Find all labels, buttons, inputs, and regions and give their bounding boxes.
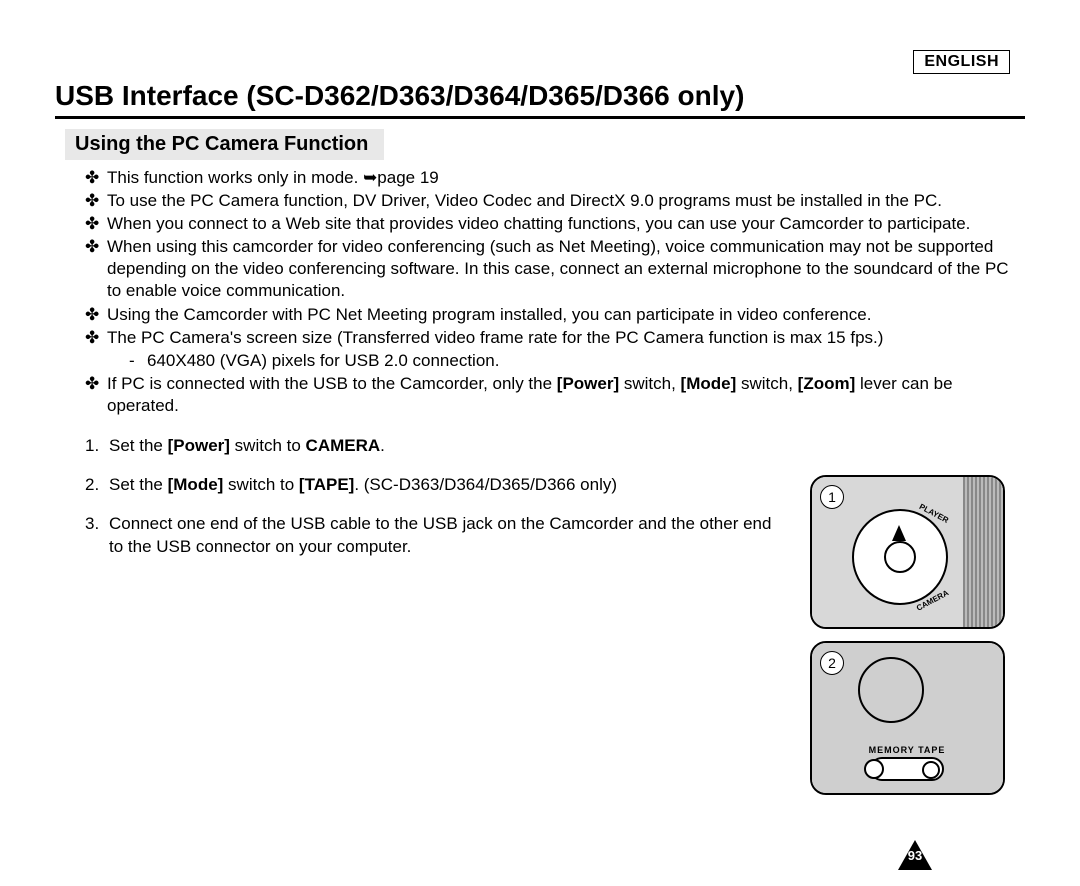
bullet-text: If PC is connected with the USB to the C…	[107, 373, 1025, 417]
bullet-text: When you connect to a Web site that prov…	[107, 213, 1025, 235]
step-item: 3.Connect one end of the USB cable to th…	[85, 513, 785, 559]
bullet-mark-icon: ✤	[85, 373, 107, 417]
figure-1: PLAYER CAMERA 1	[810, 475, 1005, 629]
bullet-text: Using the Camcorder with PC Net Meeting …	[107, 304, 1025, 326]
step-number: 3.	[85, 513, 109, 559]
page-number-marker: 93	[898, 840, 932, 870]
bullet-mark-icon: ✤	[85, 190, 107, 212]
page-title: USB Interface (SC-D362/D363/D364/D365/D3…	[55, 80, 1025, 119]
figure-column: PLAYER CAMERA 1 MEMORY TAPE 2	[810, 475, 1005, 807]
mode-slider-label: MEMORY TAPE	[848, 745, 966, 755]
figure-2: MEMORY TAPE 2	[810, 641, 1005, 795]
bullet-text: The PC Camera's screen size (Transferred…	[107, 327, 1025, 349]
step-text: Connect one end of the USB cable to the …	[109, 513, 785, 559]
step-number: 1.	[85, 435, 109, 458]
dial-label-camera: CAMERA	[915, 588, 950, 612]
bullet-text: This function works only in mode. ➥page …	[107, 167, 1025, 189]
triangle-icon: 93	[898, 840, 932, 870]
figure-number-1: 1	[820, 485, 844, 509]
step-text: Set the [Mode] switch to [TAPE]. (SC-D36…	[109, 474, 785, 497]
mode-slider-illustration	[870, 757, 944, 781]
bullet-mark-icon: ✤	[85, 236, 107, 302]
bullet-text: When using this camcorder for video conf…	[107, 236, 1025, 302]
mode-slider-area: MEMORY TAPE	[848, 745, 966, 781]
bullet-text: To use the PC Camera function, DV Driver…	[107, 190, 1025, 212]
dial-arrow-icon	[892, 525, 906, 541]
bullet-item: ✤Using the Camcorder with PC Net Meeting…	[85, 304, 1025, 326]
bullet-item: ✤When you connect to a Web site that pro…	[85, 213, 1025, 235]
step-item: 1.Set the [Power] switch to CAMERA.	[85, 435, 785, 458]
bullet-subitem: -640X480 (VGA) pixels for USB 2.0 connec…	[85, 350, 1025, 372]
bullet-item: ✤The PC Camera's screen size (Transferre…	[85, 327, 1025, 349]
power-dial-illustration: PLAYER CAMERA	[852, 509, 948, 605]
lens-knob-illustration	[858, 657, 924, 723]
bullet-mark-icon: ✤	[85, 213, 107, 235]
step-list: 1.Set the [Power] switch to CAMERA.2.Set…	[85, 435, 785, 559]
bullet-item: ✤When using this camcorder for video con…	[85, 236, 1025, 302]
bullet-item: ✤This function works only in mode. ➥page…	[85, 167, 1025, 189]
step-number: 2.	[85, 474, 109, 497]
dial-label-player: PLAYER	[918, 502, 950, 525]
bullet-item: ✤To use the PC Camera function, DV Drive…	[85, 190, 1025, 212]
language-badge: ENGLISH	[913, 50, 1010, 74]
grip-illustration	[963, 477, 1003, 627]
bullet-mark-icon: ✤	[85, 167, 107, 189]
bullet-item: ✤If PC is connected with the USB to the …	[85, 373, 1025, 417]
bullet-mark-icon: ✤	[85, 304, 107, 326]
section-heading: Using the PC Camera Function	[65, 129, 384, 160]
bullet-mark-icon: ✤	[85, 327, 107, 349]
bullet-list: ✤This function works only in mode. ➥page…	[85, 167, 1025, 417]
figure-number-2: 2	[820, 651, 844, 675]
step-text: Set the [Power] switch to CAMERA.	[109, 435, 785, 458]
step-item: 2.Set the [Mode] switch to [TAPE]. (SC-D…	[85, 474, 785, 497]
page-number: 93	[898, 848, 932, 863]
